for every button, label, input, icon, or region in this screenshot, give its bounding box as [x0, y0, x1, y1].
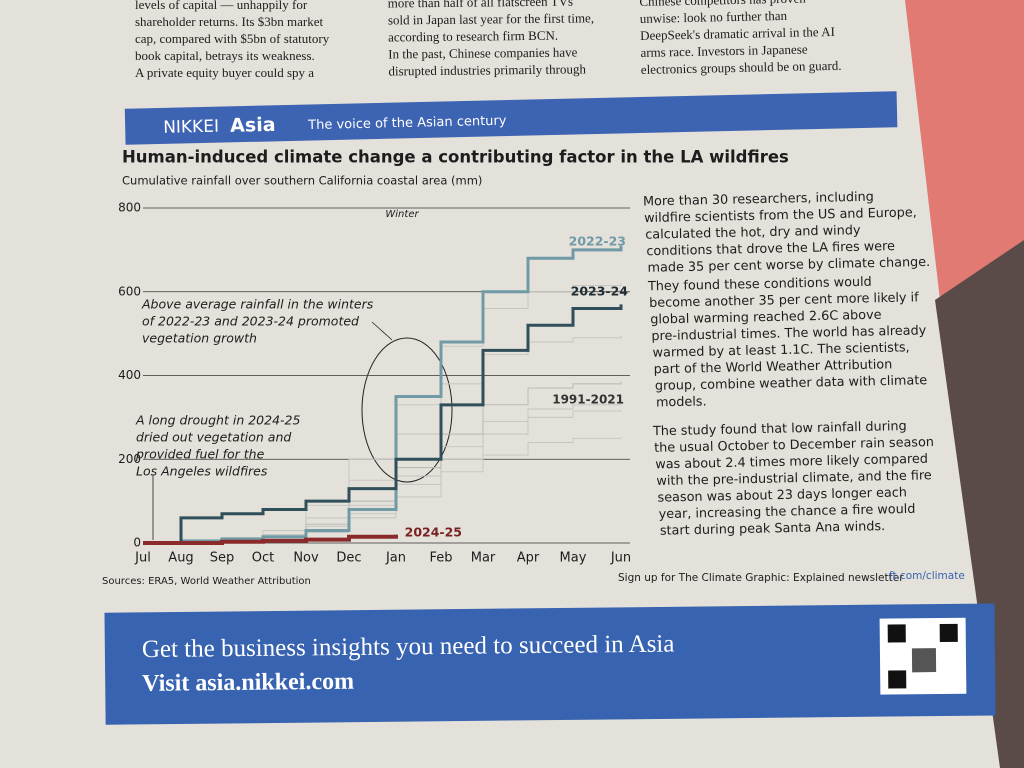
- x-tick-label: Jun: [610, 551, 631, 566]
- column-text: levels of capital — unhappily for: [135, 0, 308, 12]
- brand: NIKKEI: [163, 117, 219, 138]
- red-edge: [905, 0, 1024, 300]
- annotation: of 2022-23 and 2023-24 promoted: [142, 314, 359, 329]
- chart-subtitle: Cumulative rainfall over southern Califo…: [122, 174, 482, 188]
- series-label: 1991-2021: [552, 393, 624, 407]
- banner-text: NIKKEI Asia The voice of the Asian century: [163, 114, 507, 138]
- x-tick-label: Dec: [336, 551, 361, 566]
- x-tick-label: Jul: [134, 551, 151, 566]
- article-text: They found these conditions would: [647, 275, 872, 295]
- column-text: unwise: look no further than: [640, 8, 788, 26]
- column-text: more than half of all flatscreen TVs: [388, 0, 573, 10]
- annotation-circle: [361, 337, 453, 483]
- series-label: 2022-23: [569, 234, 626, 249]
- article-text: pre-industrial times. The world has alre…: [651, 323, 927, 344]
- dark-edge: [935, 240, 1024, 768]
- annotation: dried out vegetation and: [136, 430, 291, 445]
- x-tick-label: Oct: [252, 551, 274, 566]
- column-text: Chinese competitors has proven: [639, 0, 806, 9]
- article-text: with the pre-industrial climate, and the…: [656, 468, 932, 489]
- banner: [124, 91, 898, 145]
- article-text: season was about 23 days longer each: [657, 485, 907, 505]
- column-text: book capital, betrays its weakness.: [135, 48, 315, 63]
- article-text: warmed by at least 1.1C. The scientists,: [652, 340, 909, 360]
- annotation: provided fuel for the: [135, 447, 265, 462]
- y-tick-label: 200: [118, 452, 141, 466]
- article-text: calculated the hot, dry and windy: [645, 223, 861, 243]
- signup-link: ft.com/climate: [889, 570, 965, 582]
- column-text: disrupted industries primarily through: [388, 61, 586, 78]
- article-text: models.: [656, 394, 707, 410]
- article-text: the usual October to December rain seaso…: [654, 435, 934, 456]
- x-tick-label: May: [560, 551, 587, 566]
- ad-bg: [104, 603, 996, 725]
- banner-bg: [124, 91, 898, 145]
- x-tick-label: Sep: [210, 551, 235, 566]
- ad-text: Get the business insights you need to su…: [142, 631, 675, 697]
- series-line: [143, 304, 623, 545]
- article-text: year, increasing the chance a fire would: [659, 502, 916, 522]
- column-text: according to research firm BCN.: [388, 28, 558, 45]
- y-tick-label: 800: [118, 201, 141, 215]
- article-text: global warming reached 2.6C above: [650, 308, 882, 328]
- qr-corner: [888, 670, 907, 689]
- ad-headline: Get the business insights you need to su…: [142, 631, 675, 664]
- article-text: conditions that drove the LA fires were: [646, 239, 895, 259]
- article-text: made 35 per cent worse by climate change…: [647, 255, 930, 276]
- qr-corner: [939, 623, 958, 643]
- column-text: cap, compared with $5bn of statutory: [135, 31, 330, 46]
- x-tick-label: Nov: [293, 551, 319, 566]
- annotation: A long drought in 2024-25: [135, 413, 300, 428]
- annotation: Los Angeles wildfires: [136, 464, 268, 479]
- ad-cta: Visit asia.nikkei.com: [142, 669, 354, 697]
- y-tick-label: 400: [118, 368, 141, 382]
- qr-pattern: [911, 648, 937, 673]
- x-tick-label: Feb: [429, 551, 452, 566]
- column-text: DeepSeek's dramatic arrival in the AI: [640, 24, 835, 43]
- article-text: group, combine weather data with climate: [655, 373, 928, 394]
- source: Sources: ERA5, World Weather Attribution: [102, 576, 311, 587]
- article-text: The study found that low rainfall during: [652, 419, 907, 439]
- annotation-leader: [371, 321, 393, 341]
- column-text: electronics groups should be on guard.: [641, 58, 842, 77]
- column-text: A private equity buyer could spy a: [135, 65, 314, 80]
- signup-text: Sign up for The Climate Graphic: Explain…: [618, 572, 904, 584]
- article-text: part of the World Weather Attribution: [654, 357, 893, 377]
- x-tick-label: Mar: [471, 551, 496, 566]
- brand-bold: Asia: [230, 114, 276, 137]
- article-text: was about 2.4 times more likely compared: [655, 452, 928, 473]
- qr-corner: [887, 624, 906, 643]
- content: levels of capital — unhappily for shareho…: [102, 0, 965, 697]
- series-line: [143, 245, 623, 545]
- column-text: arms race. Investors in Japanese: [640, 41, 808, 60]
- x-tick-label: Aug: [168, 551, 193, 566]
- article-text: start during peak Santa Ana winds.: [660, 519, 886, 539]
- annotation: vegetation growth: [142, 331, 257, 346]
- series-label: 2023-24: [571, 284, 629, 299]
- series-line: [143, 534, 398, 545]
- x-tick-label: Jan: [385, 551, 406, 566]
- y-tick-label: 0: [133, 536, 141, 550]
- ad: [104, 603, 996, 725]
- chart-title: Human-induced climate change a contribut…: [122, 148, 789, 167]
- x-tick-label: Apr: [517, 551, 540, 566]
- article-text: become another 35 per cent more likely i…: [649, 290, 919, 311]
- annotation: Winter: [385, 209, 419, 220]
- tagline: The voice of the Asian century: [307, 114, 507, 134]
- column-text: shareholder returns. Its $3bn market: [135, 14, 323, 29]
- annotation: Above average rainfall in the winters: [141, 297, 374, 312]
- column-text: In the past, Chinese companies have: [388, 45, 578, 62]
- article-text: More than 30 researchers, including: [643, 190, 874, 210]
- series-label: 2024-25: [405, 525, 462, 540]
- column-text: sold in Japan last year for the first ti…: [388, 10, 594, 27]
- y-tick-label: 600: [118, 284, 141, 298]
- article-text: wildfire scientists from the US and Euro…: [644, 205, 917, 226]
